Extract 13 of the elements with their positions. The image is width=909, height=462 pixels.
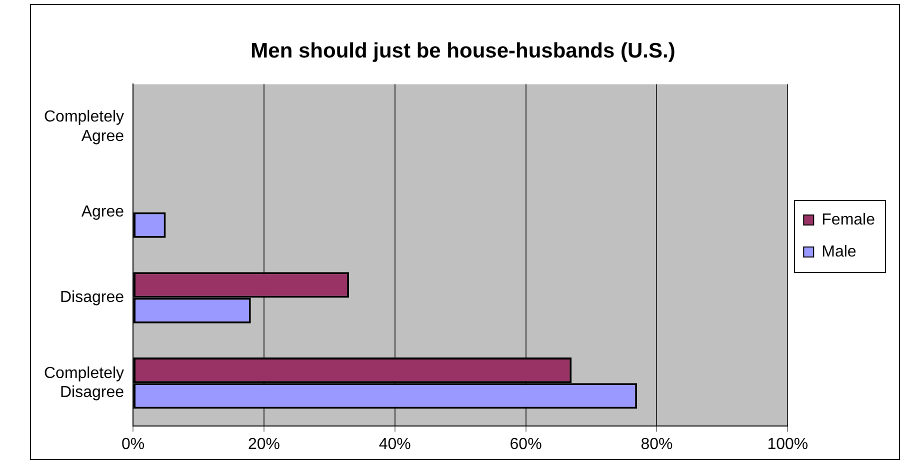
y-tick-label: Completely Agree xyxy=(44,108,124,145)
legend-label: Female xyxy=(822,211,876,228)
legend-label: Male xyxy=(822,243,856,260)
x-tick-label: 60% xyxy=(510,436,542,453)
y-tick-label: Agree xyxy=(81,204,124,221)
chart-title: Men should just be house-husbands (U.S.) xyxy=(250,39,676,62)
y-tick-label: Completely Disagree xyxy=(44,364,124,402)
x-tick-label: 80% xyxy=(640,436,673,453)
x-tick-label: 40% xyxy=(378,436,411,453)
y-tick-label: Disagree xyxy=(60,289,124,306)
x-tick-label: 0% xyxy=(121,436,145,453)
x-tick-label: 20% xyxy=(248,436,280,453)
x-tick-label: 100% xyxy=(767,436,808,453)
